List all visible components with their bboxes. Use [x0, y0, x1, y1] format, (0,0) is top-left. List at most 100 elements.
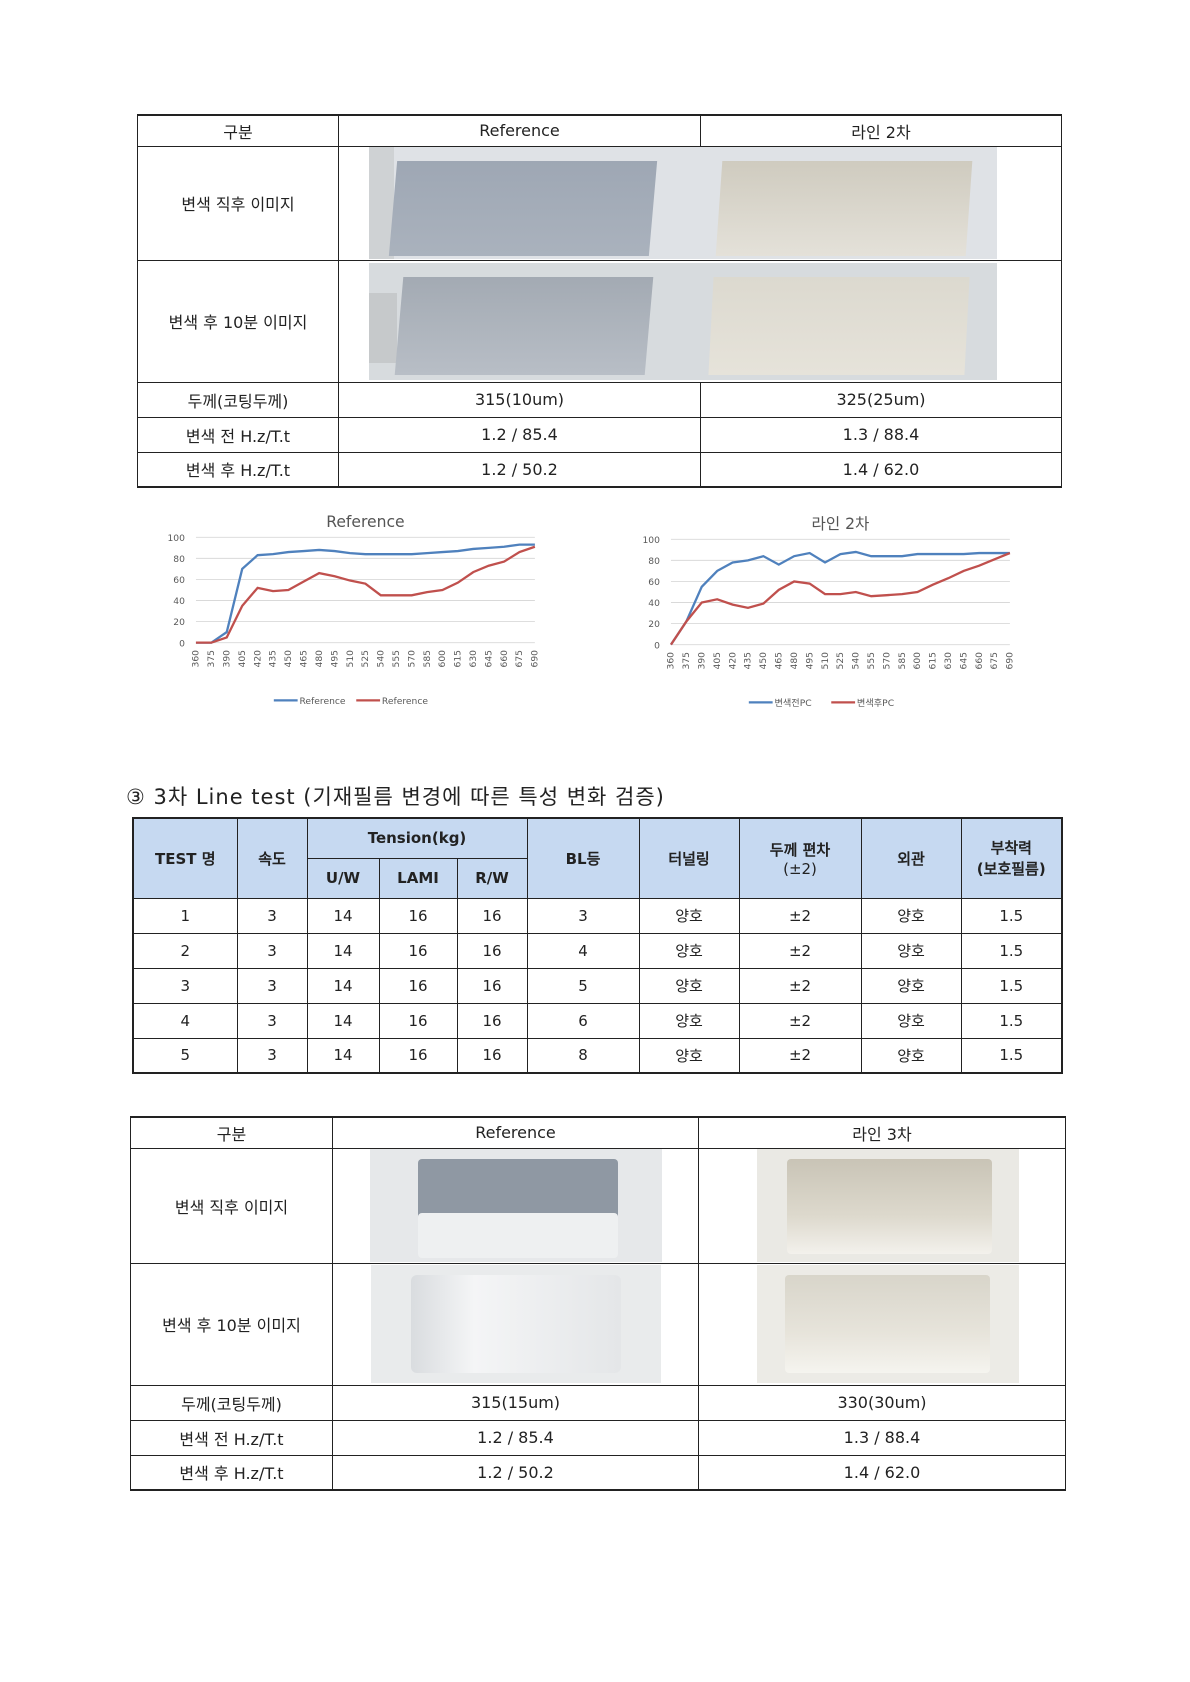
section-title: ③ 3차 Line test (기재필름 변경에 따른 특성 변화 검증) [126, 785, 665, 809]
x-tick-label: 480 [314, 650, 325, 668]
row-label-thickness: 두께(코팅두께) [137, 381, 339, 418]
table-row: 1 3 14 16 16 3 양호 ±2 양호 1.5 [132, 897, 1063, 934]
x-tick-label: 450 [283, 650, 294, 668]
x-tick-label: 390 [222, 650, 233, 668]
legend-label: Reference [299, 696, 345, 707]
comparison-table-line3: 구분 Reference 라인 3차 변색 직후 이미지 변색 후 10분 이미… [130, 1116, 1066, 1491]
cell-adhesion: 1.5 [960, 967, 1063, 1004]
photo-ref-10min [332, 1262, 699, 1386]
cell-bl: 5 [526, 967, 640, 1004]
y-tick-label: 100 [167, 533, 185, 544]
x-tick-label: 465 [299, 650, 310, 668]
cell-appearance: 양호 [860, 1037, 962, 1074]
y-tick-label: 0 [179, 638, 185, 649]
series-line [195, 543, 535, 644]
header-lami: LAMI [378, 857, 458, 899]
header-speed: 속도 [236, 817, 308, 899]
cell-speed: 3 [236, 932, 308, 969]
cell-thickness-dev: ±2 [738, 1037, 862, 1074]
x-tick-label: 405 [712, 652, 723, 670]
table-row: 4 3 14 16 16 6 양호 ±2 양호 1.5 [132, 1002, 1063, 1039]
x-tick-label: 495 [329, 650, 340, 668]
legend-label: Reference [382, 696, 428, 707]
y-tick-label: 20 [648, 619, 660, 630]
x-tick-label: 525 [360, 650, 371, 668]
x-tick-label: 435 [268, 650, 279, 668]
row-label-after: 변색 후 H.z/T.t [130, 1454, 333, 1491]
cell-thickness-dev: ±2 [738, 932, 862, 969]
header-tension: Tension(kg) [306, 817, 528, 859]
film-photo-ref-10min [370, 1265, 661, 1383]
cell-appearance: 양호 [860, 897, 962, 934]
cell-tunneling: 양호 [638, 1037, 740, 1074]
x-tick-label: 645 [958, 652, 969, 670]
cell-tunneling: 양호 [638, 967, 740, 1004]
header-tunneling: 터널링 [638, 817, 740, 899]
cell-adhesion: 1.5 [960, 932, 1063, 969]
chart-reference: Reference 0 20 40 60 80 100 360 375 390 405 420 435 4… [167, 513, 540, 707]
cell-lami: 16 [378, 1002, 458, 1039]
cell-rw: 16 [456, 897, 528, 934]
x-tick-label: 675 [989, 652, 1000, 670]
x-tick-label: 360 [666, 652, 677, 670]
x-tick-label: 600 [437, 650, 448, 668]
x-tick-label: 690 [1005, 652, 1016, 670]
value-ref-thickness: 315(15um) [332, 1384, 699, 1421]
x-tick-label: 405 [237, 650, 248, 668]
x-tick-label: 675 [514, 650, 525, 668]
x-tick-label: 630 [943, 652, 954, 670]
row-label-after: 변색 후 H.z/T.t [137, 451, 339, 488]
row-label-before: 변색 전 H.z/T.t [130, 1419, 333, 1456]
value-line-before: 1.3 / 88.4 [700, 416, 1062, 453]
x-tick-label: 495 [804, 652, 815, 670]
x-tick-label: 420 [727, 652, 738, 670]
cell-thickness-dev: ±2 [738, 1002, 862, 1039]
row-label-before: 변색 전 H.z/T.t [137, 416, 339, 453]
cell-rw: 16 [456, 967, 528, 1004]
film-photo-line-immediate [757, 1149, 1019, 1262]
cell-rw: 16 [456, 1002, 528, 1039]
x-tick-label: 390 [697, 652, 708, 670]
film-photo-line-10min [757, 1265, 1019, 1383]
x-tick-label: 615 [453, 650, 464, 668]
cell-rw: 16 [456, 1037, 528, 1074]
cell-appearance: 양호 [860, 1002, 962, 1039]
header-line: 라인 2차 [700, 114, 1062, 147]
series-line [195, 545, 536, 644]
film-photo-immediate [369, 147, 997, 259]
cell-speed: 3 [236, 897, 308, 934]
x-tick-label: 555 [391, 650, 402, 668]
header-category: 구분 [130, 1116, 333, 1149]
header-reference: Reference [338, 114, 701, 147]
header-rw: R/W [456, 857, 528, 899]
cell-tunneling: 양호 [638, 1002, 740, 1039]
cell-lami: 16 [378, 932, 458, 969]
photo-cell [338, 145, 1062, 261]
photo-line-10min [698, 1262, 1066, 1386]
x-tick-label: 585 [422, 650, 433, 668]
header-adhesion: 부착력 (보호필름) [960, 817, 1063, 899]
x-tick-label: 525 [835, 652, 846, 670]
cell-adhesion: 1.5 [960, 1037, 1063, 1074]
x-tick-label: 510 [345, 650, 356, 668]
x-tick-label: 435 [743, 652, 754, 670]
cell-thickness-dev: ±2 [738, 897, 862, 934]
y-tick-label: 80 [173, 554, 185, 565]
header-test-name: TEST 명 [132, 817, 238, 899]
value-line-thickness: 325(25um) [700, 381, 1062, 418]
header-bl: BL등 [526, 817, 640, 899]
x-tick-label: 540 [376, 650, 387, 668]
x-tick-label: 585 [897, 652, 908, 670]
value-line-thickness: 330(30um) [698, 1384, 1066, 1421]
y-tick-label: 40 [648, 598, 660, 609]
cell-bl: 4 [526, 932, 640, 969]
cell-lami: 16 [378, 967, 458, 1004]
cell-lami: 16 [378, 1037, 458, 1074]
value-ref-before: 1.2 / 85.4 [332, 1419, 699, 1456]
value-line-after: 1.4 / 62.0 [698, 1454, 1066, 1491]
series-line [670, 551, 1011, 646]
cell-bl: 8 [526, 1037, 640, 1074]
value-ref-before: 1.2 / 85.4 [338, 416, 701, 453]
value-ref-thickness: 315(10um) [338, 381, 701, 418]
x-tick-label: 465 [774, 652, 785, 670]
